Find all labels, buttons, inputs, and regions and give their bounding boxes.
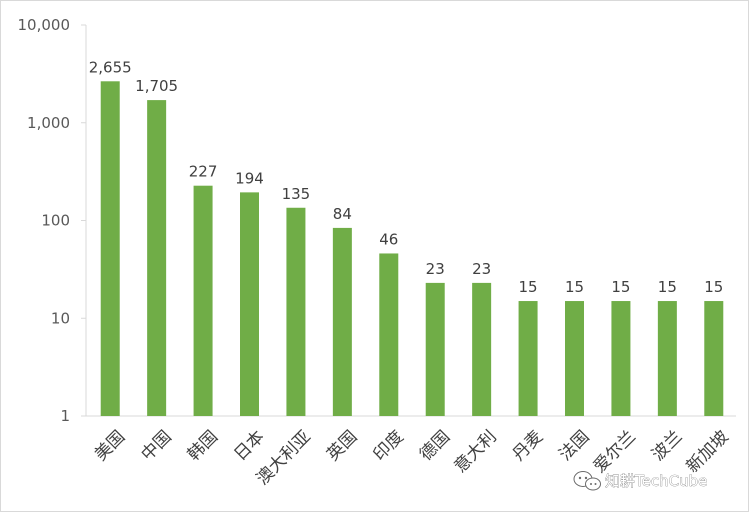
category-label: 意大利 <box>450 427 500 477</box>
bar <box>565 301 584 416</box>
bar <box>100 81 120 416</box>
data-label: 84 <box>333 205 352 223</box>
category-label: 美国 <box>91 427 129 465</box>
bar <box>704 301 724 416</box>
bar <box>147 100 167 416</box>
data-label: 15 <box>658 278 677 296</box>
category-label: 丹麦 <box>509 427 547 465</box>
bar <box>379 253 399 416</box>
watermark: 知耕TechCube <box>573 471 708 491</box>
y-tick-label: 1 <box>60 407 70 425</box>
data-label: 15 <box>565 278 584 296</box>
data-label: 135 <box>282 185 311 203</box>
bar <box>518 301 538 416</box>
category-label: 中国 <box>137 427 175 465</box>
data-label: 46 <box>379 230 398 248</box>
bar <box>472 282 492 416</box>
category-label: 波兰 <box>648 427 686 465</box>
y-tick-label: 10,000 <box>18 16 71 34</box>
category-label: 法国 <box>555 427 593 465</box>
bar <box>332 227 352 416</box>
y-tick-label: 100 <box>41 212 70 230</box>
data-label: 15 <box>704 278 723 296</box>
data-label: 1,705 <box>135 77 178 95</box>
data-label: 23 <box>472 260 491 278</box>
data-label: 227 <box>189 163 218 181</box>
bars <box>100 81 724 416</box>
y-tick-label: 1,000 <box>27 114 70 132</box>
category-label: 爱尔兰 <box>590 427 640 477</box>
data-label: 15 <box>519 278 538 296</box>
y-tick-label: 10 <box>51 309 70 327</box>
category-label: 英国 <box>323 427 361 465</box>
data-label: 194 <box>235 169 264 187</box>
data-label: 23 <box>426 260 445 278</box>
category-label: 德国 <box>416 427 454 465</box>
bar <box>611 301 631 416</box>
bar <box>425 282 445 416</box>
bar <box>240 192 259 416</box>
bar <box>193 185 213 416</box>
bar <box>286 207 306 416</box>
category-label: 韩国 <box>184 427 222 465</box>
bar <box>657 301 677 416</box>
wechat-icon <box>573 471 601 491</box>
watermark-text: 知耕TechCube <box>605 472 707 490</box>
category-label: 日本 <box>230 427 268 465</box>
data-label: 2,655 <box>89 58 132 76</box>
category-label: 新加坡 <box>683 427 733 477</box>
data-label: 15 <box>611 278 630 296</box>
category-label: 印度 <box>370 427 408 465</box>
